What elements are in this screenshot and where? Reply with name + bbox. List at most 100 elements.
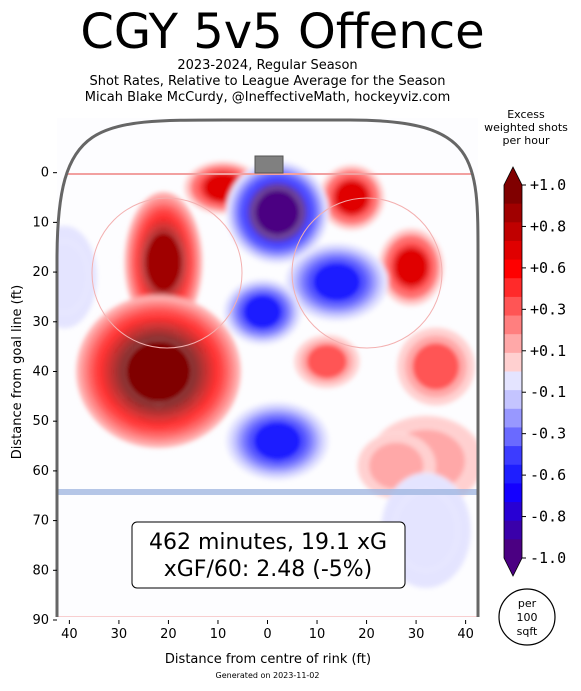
heatmap-contour [333, 179, 371, 216]
colorbar-segment [504, 483, 522, 503]
summary-box-frame [131, 521, 406, 589]
colorbar-segment [504, 203, 522, 223]
area-legend-line: sqft [517, 625, 538, 638]
x-tick-label: 40 [61, 627, 78, 642]
x-tick-label: 10 [309, 627, 326, 642]
heatmap-hotspot [285, 242, 389, 322]
heatmap-contour [253, 188, 302, 237]
subtitle-description: Shot Rates, Relative to League Average f… [89, 74, 446, 89]
heatmap-layer [57, 160, 479, 589]
page-title: CGY 5v5 Offence [80, 4, 485, 60]
heatmap-hotspot [225, 160, 330, 265]
colorbar-segment [504, 315, 522, 335]
colorbar-segment [504, 296, 522, 317]
colorbar-extend-top [504, 167, 522, 185]
colorbar-tick-label: +0.8 [530, 217, 566, 235]
y-axis-label: Distance from goal line (ft) [10, 285, 25, 459]
heatmap-hotspot [293, 334, 361, 389]
y-tick-label: 0 [41, 166, 49, 181]
heatmap-hotspot [124, 191, 203, 333]
heatmap-hotspot [377, 227, 445, 307]
colorbar-segment [504, 390, 522, 410]
colorbar [503, 166, 523, 577]
colorbar-tick-label: +0.3 [530, 300, 566, 318]
colorbar-segment [504, 278, 522, 298]
colorbar-title: Excess weighted shots per hour [478, 108, 574, 147]
colorbar-tick-label: -0.8 [530, 508, 566, 526]
area-legend: per 100 sqft [498, 588, 556, 646]
area-legend-line: 100 [517, 611, 538, 624]
colorbar-segment [504, 371, 522, 391]
subtitle-season: 2023-2024, Regular Season [177, 58, 358, 73]
colorbar-segment [504, 222, 522, 242]
rink-markings [57, 173, 478, 617]
faceoff-circle-left [91, 197, 243, 349]
heatmap-contour [392, 246, 430, 288]
goal-net [254, 155, 284, 174]
colorbar-tick-label: -1.0 [530, 549, 566, 567]
heatmap-hotspot [396, 327, 476, 406]
y-axis: 0 10 20 30 40 50 60 70 80 90 [32, 166, 57, 628]
y-tick-label: 40 [32, 364, 49, 379]
colorbar-segment [504, 334, 522, 354]
heatmap-hotspot [57, 225, 98, 329]
y-tick-label: 70 [32, 514, 49, 529]
x-tick-label: 30 [111, 627, 128, 642]
x-tick-label: 20 [358, 627, 375, 642]
y-tick-label: 50 [32, 414, 49, 429]
heatmap-contour [57, 240, 89, 314]
heatmap-contour [251, 420, 304, 462]
summary-box: 462 minutes, 19.1 xG xGF/60: 2.48 (-5%) [131, 521, 406, 589]
colorbar-segment [504, 446, 522, 466]
y-tick-label: 60 [32, 464, 49, 479]
x-tick-label: 20 [160, 627, 177, 642]
colorbar-tick-label: -0.3 [530, 425, 566, 443]
colorbar-title-line: weighted shots [484, 121, 568, 134]
heatmap-contour [123, 339, 194, 404]
summary-xgf60: xGF/60: 2.48 (-5%) [164, 557, 373, 582]
colorbar-segment [504, 352, 522, 372]
rink-boards [55, 118, 480, 617]
area-legend-circle [498, 588, 556, 646]
y-tick-label: 10 [32, 215, 49, 230]
subtitle-author: Micah Blake McCurdy, @IneffectiveMath, h… [84, 90, 451, 105]
colorbar-segment [504, 427, 522, 447]
colorbar-title-line: Excess [507, 108, 545, 121]
heatmap-hotspot [225, 401, 330, 481]
y-tick-label: 20 [32, 265, 49, 280]
heatmap-hotspot [318, 164, 385, 231]
colorbar-segment [504, 539, 522, 559]
x-axis: 40 30 20 10 0 10 20 30 40 [61, 620, 474, 642]
colorbar-tick-label: -0.6 [530, 466, 566, 484]
x-axis-label: Distance from centre of rink (ft) [165, 652, 371, 667]
colorbar-tick-label: +0.1 [530, 342, 566, 360]
area-legend-line: per [518, 597, 537, 610]
colorbar-ticks: +1.0 +0.8 +0.6 +0.3 +0.1 -0.1 -0.3 -0.6 -0.8 -1.0 [522, 176, 566, 567]
y-tick-label: 30 [32, 315, 49, 330]
colorbar-extend-bottom [504, 558, 522, 576]
heatmap-contour [411, 341, 461, 392]
x-tick-label: 0 [263, 627, 271, 642]
heatmap-contour [241, 293, 284, 331]
colorbar-segment [504, 259, 522, 279]
summary-minutes-xg: 462 minutes, 19.1 xG [149, 530, 387, 555]
heatmap-hotspot [223, 278, 302, 346]
colorbar-segment [504, 185, 522, 205]
x-tick-label: 40 [457, 627, 474, 642]
colorbar-segment [504, 502, 522, 522]
colorbar-segment [504, 408, 522, 428]
heatmap-contour [143, 230, 184, 294]
heatmap-contour [311, 261, 363, 303]
colorbar-title-line: per hour [502, 134, 550, 147]
x-tick-label: 10 [210, 627, 227, 642]
y-tick-label: 80 [32, 563, 49, 578]
colorbar-segment [504, 240, 522, 261]
faceoff-circle-right [291, 197, 443, 349]
x-tick-label: 30 [408, 627, 425, 642]
heatmap-hotspot [75, 294, 242, 449]
colorbar-tick-label: +1.0 [530, 176, 566, 194]
colorbar-segment [504, 520, 522, 540]
y-tick-label: 90 [32, 613, 49, 628]
colorbar-segment [504, 464, 522, 484]
